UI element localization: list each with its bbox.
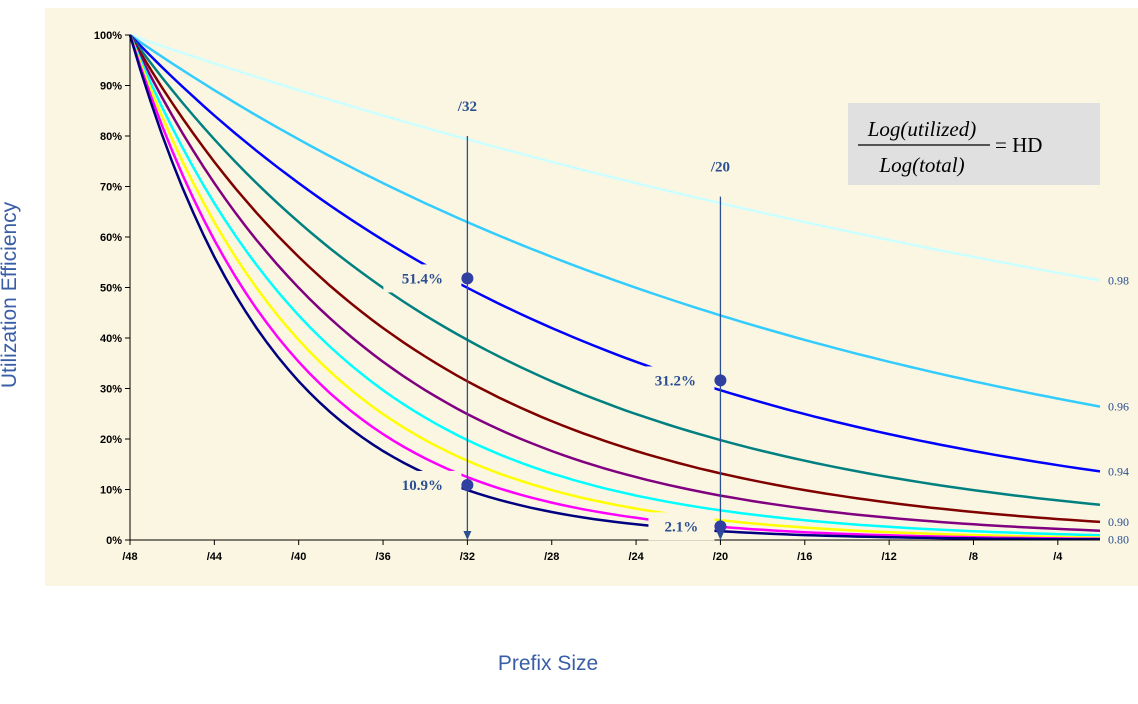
callout-point [714, 374, 727, 387]
y-tick-label: 40% [100, 333, 122, 345]
callout-label: 31.2% [655, 373, 696, 389]
series-end-label: 0.80 [1108, 532, 1129, 546]
x-tick-label: /44 [207, 551, 223, 563]
series-end-label: 0.90 [1108, 515, 1129, 529]
series-line-0.92 [128, 34, 1101, 506]
callout-box [648, 512, 715, 541]
y-tick-label: 30% [100, 384, 122, 396]
x-tick-label: /20 [713, 551, 728, 563]
x-tick-label: /12 [881, 551, 896, 563]
x-tick-label: /4 [1053, 551, 1063, 563]
series-line-0.82 [128, 34, 1101, 540]
y-axis-title: Utilization Efficiency [0, 201, 21, 388]
prefix-marker-label: /32 [457, 99, 477, 115]
x-tick-label: /32 [460, 551, 475, 563]
series-layer: 0.98 0.96 0.94 0.90 0.80 [128, 33, 1129, 546]
series-line-0.96 [129, 33, 1101, 408]
x-tick-label: /16 [797, 551, 812, 563]
y-tick-label: 80% [100, 131, 122, 143]
y-tick-label: 50% [100, 283, 122, 295]
series-line-0.9 [128, 34, 1101, 524]
y-tick-label: 70% [100, 182, 122, 194]
series-line-0.86 [128, 34, 1101, 537]
y-tick-label: 90% [100, 81, 122, 93]
series-line-0.94 [129, 34, 1101, 473]
series-line-0.98 [129, 33, 1101, 282]
formula-box: Log(utilized) Log(total) = HD [848, 103, 1100, 185]
y-tick-label: 0% [106, 535, 122, 547]
series-end-label: 0.98 [1108, 273, 1129, 287]
prefix-marker-arrowhead [463, 531, 472, 540]
y-tick-label: 20% [100, 434, 122, 446]
y-tick-label: 60% [100, 232, 122, 244]
series-end-label: 0.94 [1108, 464, 1129, 478]
callout-point [461, 272, 474, 285]
formula-background [848, 103, 1100, 185]
x-tick-label: /40 [291, 551, 306, 563]
y-tick-label: 100% [94, 30, 122, 42]
axis-layer: 0% 10% 20% 30% 40% 50% 60% 70% 80% 90% 100% /48/44 /… [94, 30, 1100, 563]
formula-denominator: Log(total) [878, 153, 964, 177]
x-tick-label: /48 [122, 551, 137, 563]
callout-point [714, 520, 727, 533]
y-tick-label: 10% [100, 485, 122, 497]
annotation-layer: /32/20 51.4% 10.9% 31.2% 2.1% [383, 99, 730, 541]
formula-numerator: Log(utilized) [867, 117, 977, 141]
callout-box [383, 264, 462, 293]
series-end-label: 0.96 [1108, 400, 1129, 414]
callout-label: 10.9% [402, 478, 443, 494]
x-axis-title: Prefix Size [498, 652, 598, 675]
prefix-marker-arrowhead [716, 531, 725, 540]
callout-point [461, 478, 474, 491]
callout-box [636, 366, 715, 395]
x-tick-label: /24 [628, 551, 644, 563]
callout-box [383, 470, 462, 499]
callout-label: 2.1% [665, 519, 699, 535]
series-line-0.88 [128, 34, 1101, 532]
series-line-0.8 [128, 34, 1100, 541]
x-tick-label: /36 [375, 551, 390, 563]
series-line-0.84 [128, 34, 1101, 539]
x-tick-label: /28 [544, 551, 559, 563]
formula-rhs: = HD [995, 133, 1042, 157]
prefix-marker-label: /20 [710, 160, 730, 176]
x-tick-label: /8 [969, 551, 978, 563]
callout-label: 51.4% [402, 271, 443, 287]
